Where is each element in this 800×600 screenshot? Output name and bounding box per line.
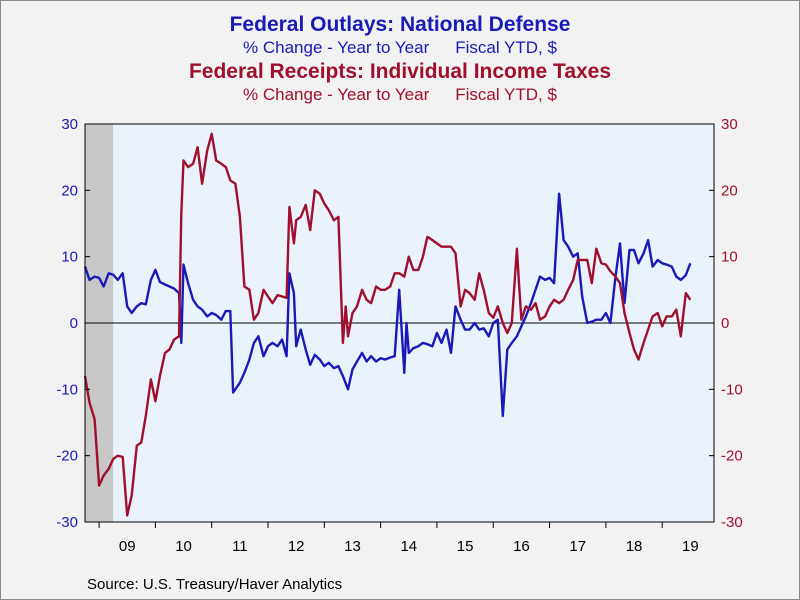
y-left-tick-label: 0 xyxy=(70,315,78,332)
y-right-tick-label: 0 xyxy=(721,315,729,332)
x-tick-label: 18 xyxy=(626,538,643,555)
x-tick-label: 19 xyxy=(682,538,699,555)
x-tick-label: 16 xyxy=(513,538,530,555)
subtitle-defense-left: % Change - Year to Year xyxy=(243,38,430,57)
y-right-tick-label: 30 xyxy=(721,116,738,133)
subtitle-defense-right: Fiscal YTD, $ xyxy=(455,38,557,57)
title-defense: Federal Outlays: National Defense xyxy=(229,13,571,36)
series-line-1 xyxy=(83,132,692,517)
y-right-tick-label: 10 xyxy=(721,249,738,266)
y-right-tick-label: -10 xyxy=(721,381,743,398)
y-left-tick-label: -20 xyxy=(56,448,78,465)
title-income-taxes: Federal Receipts: Individual Income Taxe… xyxy=(188,60,612,83)
x-tick-label: 14 xyxy=(400,538,417,555)
source-note: Source: U.S. Treasury/Haver Analytics xyxy=(87,576,343,593)
y-left-tick-label: -10 xyxy=(56,381,78,398)
subtitle-defense: % Change - Year to Year Fiscal YTD, $ xyxy=(0,39,800,57)
y-left-tick-label: 30 xyxy=(61,116,78,133)
subtitle-income-taxes: % Change - Year to Year Fiscal YTD, $ xyxy=(0,86,800,104)
x-tick-label: 13 xyxy=(344,538,361,555)
y-left-tick-label: 20 xyxy=(61,182,78,199)
subtitle-income-left: % Change - Year to Year xyxy=(243,85,430,104)
x-tick-label: 11 xyxy=(232,538,248,555)
y-right-tick-label: 20 xyxy=(721,182,738,199)
x-tick-label: 09 xyxy=(119,538,136,555)
x-tick-label: 15 xyxy=(457,538,474,555)
x-tick-label: 10 xyxy=(175,538,192,555)
y-right-tick-label: -30 xyxy=(721,514,743,531)
subtitle-income-right: Fiscal YTD, $ xyxy=(455,85,557,104)
x-tick-label: 17 xyxy=(569,538,586,555)
y-left-tick-label: 10 xyxy=(61,249,78,266)
y-right-tick-label: -20 xyxy=(721,448,743,465)
series-line-0 xyxy=(83,192,692,418)
x-tick-label: 12 xyxy=(288,538,305,555)
y-left-tick-label: -30 xyxy=(56,514,78,531)
